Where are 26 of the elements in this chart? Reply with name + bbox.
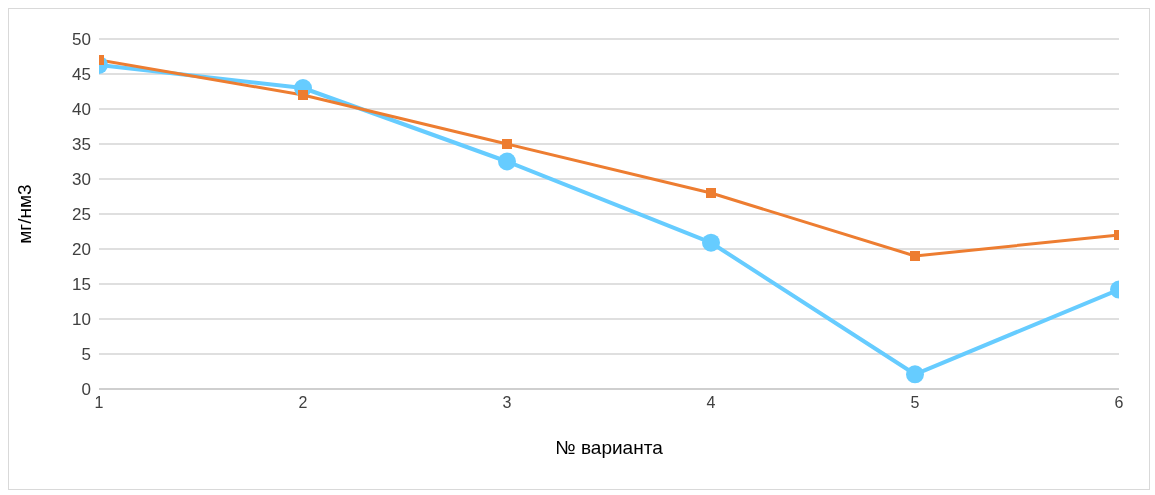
point: [502, 139, 512, 149]
x-tick-label: 3: [502, 394, 512, 412]
point: [910, 251, 920, 261]
y-tick-label: 35: [72, 135, 91, 155]
y-tick-label: 50: [72, 30, 91, 50]
point: [498, 152, 516, 171]
y-tick-label: 40: [72, 100, 91, 120]
point: [906, 365, 924, 384]
x-tick-label: 5: [910, 394, 920, 412]
y-tick-label: 0: [81, 380, 91, 400]
y-tick-label: 10: [72, 310, 91, 330]
x-tick-label: 4: [706, 394, 716, 412]
point: [702, 233, 720, 252]
point: [298, 90, 308, 100]
x-tick-label: 6: [1114, 394, 1124, 412]
point: [706, 188, 716, 198]
y-tick-label: 25: [72, 205, 91, 225]
x-tick-label: 1: [94, 394, 104, 412]
y-axis-title: мг/нм3: [13, 184, 35, 244]
y-tick-label: 5: [81, 345, 91, 365]
x-axis-title: № варианта: [555, 437, 664, 458]
y-tick-label: 20: [72, 240, 91, 260]
y-tick-label: 15: [72, 275, 91, 295]
y-tick-label: 45: [72, 65, 91, 85]
y-tick-label: 30: [72, 170, 91, 190]
x-tick-label: 2: [298, 394, 308, 412]
